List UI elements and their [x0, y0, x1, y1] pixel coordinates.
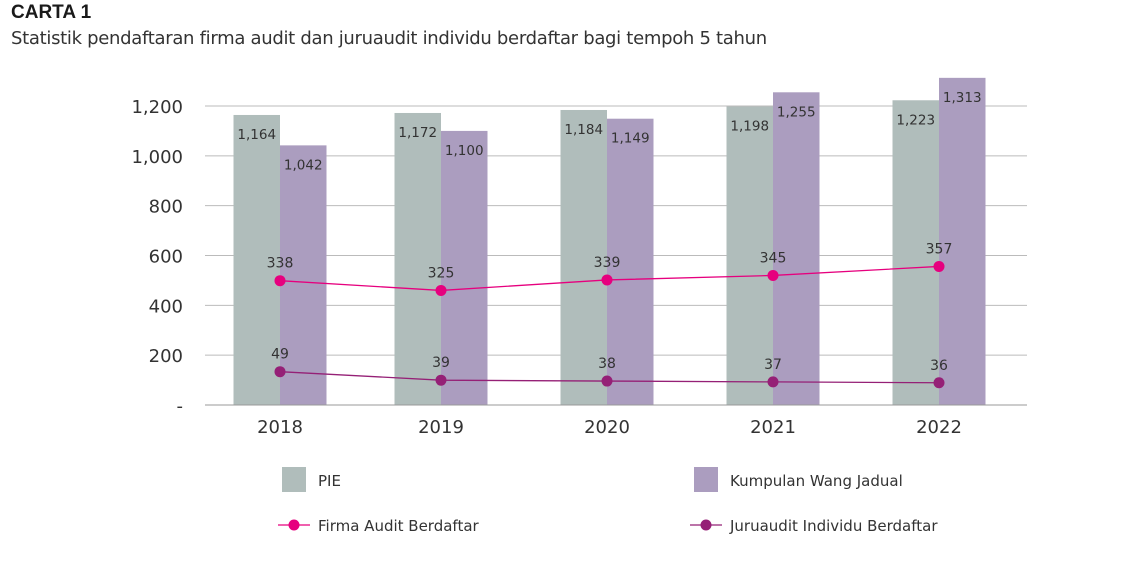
legend-marker	[700, 519, 712, 531]
line-point	[274, 366, 286, 378]
bar-data-label: 1,313	[943, 90, 982, 106]
chart-title: CARTA 1	[11, 2, 92, 23]
line-data-label: 338	[267, 256, 294, 272]
line-point	[767, 269, 779, 281]
bar-data-label: 1,255	[777, 104, 816, 120]
y-tick-label: 1,000	[131, 147, 183, 168]
line-point	[933, 260, 945, 272]
bar	[773, 92, 820, 405]
bar	[892, 100, 939, 405]
legend-label: Firma Audit Berdaftar	[318, 517, 480, 535]
line-point	[601, 375, 613, 387]
x-tick-label: 2019	[418, 417, 464, 438]
bar	[441, 130, 488, 405]
line-data-label: 49	[271, 347, 289, 363]
bar	[607, 118, 654, 406]
bar	[939, 77, 986, 405]
line-data-label: 37	[764, 357, 782, 373]
bar	[233, 114, 280, 405]
bar	[560, 109, 607, 405]
line-point	[933, 377, 945, 389]
bar-data-label: 1,042	[284, 157, 323, 173]
chart-subtitle: Statistik pendaftaran firma audit dan ju…	[11, 28, 767, 49]
y-tick-label: 400	[149, 296, 183, 317]
line-data-label: 38	[598, 356, 616, 372]
bar-data-label: 1,198	[730, 118, 769, 134]
line-point	[767, 376, 779, 388]
y-tick-label: 600	[149, 247, 183, 268]
bar-data-label: 1,100	[445, 143, 484, 159]
x-tick-label: 2021	[750, 417, 796, 438]
legend-swatch	[282, 467, 306, 492]
x-tick-label: 2020	[584, 417, 630, 438]
line-point	[274, 275, 286, 287]
bar-data-label: 1,149	[611, 131, 650, 147]
bar	[726, 106, 773, 405]
y-tick-label: 1,200	[131, 97, 183, 118]
legend-label: PIE	[318, 472, 341, 490]
bar	[280, 145, 327, 405]
line-point	[435, 374, 447, 386]
bar-data-label: 1,172	[398, 125, 437, 141]
legend-label: Kumpulan Wang Jadual	[730, 472, 903, 490]
line-point	[601, 274, 613, 286]
bar-data-label: 1,223	[896, 112, 935, 128]
bar-data-label: 1,164	[237, 127, 276, 143]
bar-data-label: 1,184	[564, 122, 603, 138]
legend-swatch	[694, 467, 718, 492]
line-data-label: 325	[428, 265, 455, 281]
x-tick-label: 2018	[257, 417, 303, 438]
line-data-label: 357	[926, 241, 953, 257]
x-tick-label: 2022	[916, 417, 962, 438]
legend-marker	[288, 519, 300, 531]
line-data-label: 39	[432, 355, 450, 371]
y-tick-label: -	[177, 396, 184, 417]
line-data-label: 36	[930, 358, 948, 374]
line-point	[435, 284, 447, 296]
bar	[394, 112, 441, 405]
line-data-label: 339	[594, 255, 621, 271]
y-tick-label: 200	[149, 346, 183, 367]
legend-label: Juruaudit Individu Berdaftar	[729, 517, 938, 535]
line-data-label: 345	[760, 250, 787, 266]
y-tick-label: 800	[149, 197, 183, 218]
